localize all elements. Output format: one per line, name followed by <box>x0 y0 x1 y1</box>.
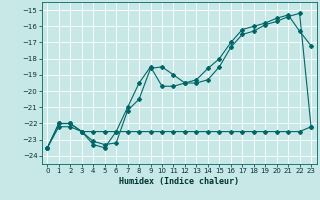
X-axis label: Humidex (Indice chaleur): Humidex (Indice chaleur) <box>119 177 239 186</box>
